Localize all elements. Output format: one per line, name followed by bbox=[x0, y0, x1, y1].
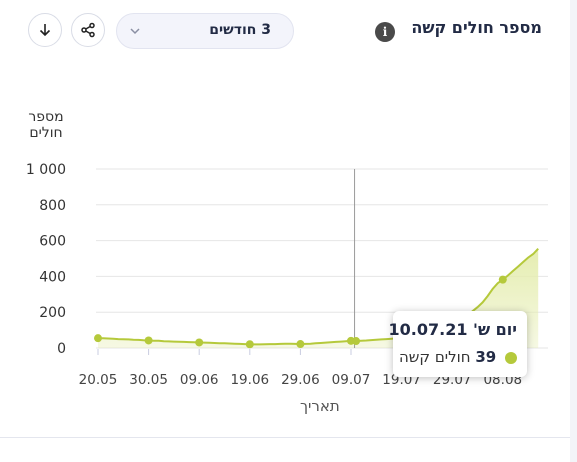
tooltip-value: 39 bbox=[475, 348, 497, 366]
series-dot bbox=[505, 351, 517, 364]
data-point bbox=[498, 275, 507, 284]
y-tick-label: 0 bbox=[57, 341, 66, 357]
x-tick-label: 20.05 bbox=[79, 372, 118, 388]
chevron-down-icon bbox=[130, 28, 140, 35]
tooltip-value-row: 39 חולים קשה bbox=[399, 348, 517, 366]
x-tick-label: 30.05 bbox=[129, 372, 168, 388]
x-tick-label: 09.07 bbox=[332, 372, 371, 388]
tooltip-value-label: חולים קשה bbox=[399, 348, 471, 366]
y-tick-label: 400 bbox=[39, 269, 66, 285]
chart-tooltip: יום ש' 10.07.21 39 חולים קשה bbox=[389, 311, 527, 377]
x-tick-label: 19.06 bbox=[230, 372, 269, 388]
data-point bbox=[144, 336, 153, 345]
card-title: מספר חולים קשה bbox=[411, 18, 542, 37]
data-point bbox=[94, 334, 102, 343]
tooltip-date: יום ש' 10.07.21 bbox=[388, 320, 517, 339]
data-point bbox=[195, 338, 204, 347]
data-point bbox=[296, 340, 305, 349]
download-button[interactable] bbox=[28, 13, 62, 47]
period-select-label: 3 חודשים bbox=[209, 22, 271, 38]
x-axis-label: תאריך bbox=[300, 397, 340, 415]
card-divider bbox=[0, 437, 570, 438]
y-tick-label: 200 bbox=[39, 305, 66, 321]
data-point bbox=[245, 340, 254, 349]
share-button[interactable] bbox=[71, 13, 105, 47]
y-axis-label: מספר חולים bbox=[28, 109, 64, 141]
share-icon bbox=[81, 22, 95, 38]
x-tick-label: 29.06 bbox=[281, 372, 320, 388]
period-select[interactable]: 3 חודשים bbox=[116, 13, 294, 49]
y-tick-label: 600 bbox=[39, 234, 66, 250]
x-tick-label: 09.06 bbox=[180, 372, 219, 388]
y-tick-label: 1 000 bbox=[26, 162, 66, 178]
download-icon bbox=[39, 24, 51, 37]
scrollbar-track bbox=[570, 0, 577, 462]
y-tick-label: 800 bbox=[39, 198, 66, 214]
info-icon[interactable]: i bbox=[375, 22, 395, 42]
data-point bbox=[352, 337, 361, 346]
